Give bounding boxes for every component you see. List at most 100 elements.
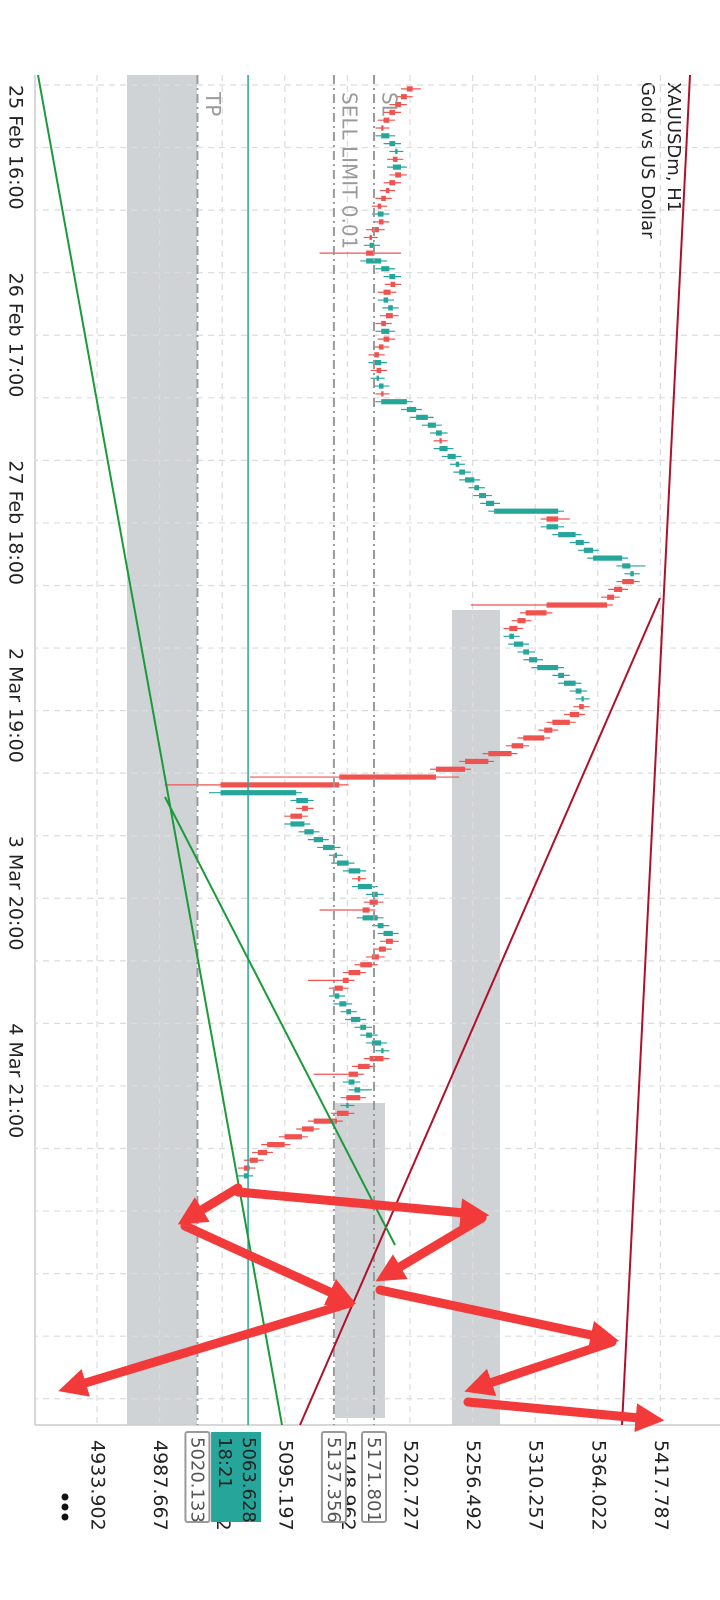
x-tick-label: 3 Mar 20:00 [5,836,27,951]
candle-body [546,516,559,522]
candle-body [371,954,379,960]
candle-body [381,1048,384,1054]
candle-body [395,148,398,155]
candle-body [381,391,384,397]
candle-body [369,899,378,905]
candle-body [346,1095,361,1101]
candle-body [376,367,382,374]
candle-body [381,328,390,334]
arrow [464,1337,617,1397]
candle-body [383,336,390,342]
candle-body [593,555,623,561]
y-tick-label: 5256.492 [462,1440,484,1531]
candle-body [381,133,390,139]
candle-body [439,446,448,452]
y-tick-label: 5364.022 [587,1440,609,1531]
candle-body [385,187,390,194]
candle-body [569,711,580,718]
candle-body [447,453,456,460]
dot[interactable] [61,1503,69,1511]
chart-subtitle: Gold vs US Dollar [637,82,658,239]
y-tick-label: 5310.257 [525,1440,547,1531]
candle-body [357,876,361,882]
marks [164,86,646,1179]
zone [335,1103,385,1418]
candle-body [362,907,370,913]
arrow [375,1213,487,1282]
candle-body [381,195,386,201]
current-price-tag [211,1432,262,1522]
candle-body [334,985,343,991]
arrow [233,1187,490,1228]
candle-body [313,837,324,843]
arrows [58,1183,665,1432]
candle-body [383,930,393,937]
current-price-text: 5063.628 [238,1437,259,1523]
candle-body [334,852,337,858]
candle-body [302,805,308,811]
zone [452,610,500,1425]
candle-body [558,672,565,679]
trend-lines [37,74,691,1426]
candle-body [395,172,402,178]
candle-body [378,344,384,350]
candle-body [220,782,340,788]
candle-body [284,1134,303,1140]
candle-body [427,422,436,428]
candle-body [369,1055,384,1062]
candle-body [529,657,538,663]
candle-body [546,524,559,530]
candle-body [494,508,559,514]
candle-body [334,993,340,999]
candle-body [465,758,489,765]
candle-body [378,946,386,952]
candle-body [348,1071,358,1077]
candle-body [381,320,386,327]
candle-body [513,641,524,647]
dot[interactable] [61,1513,69,1521]
candle-body [378,219,384,225]
candle-body [377,923,384,929]
candle-body [220,790,297,796]
candle-body [388,305,393,311]
candle-body [385,313,393,319]
candle-body [622,578,634,585]
candle-body [381,266,390,272]
candle-body [465,477,475,483]
candle-body [336,1110,349,1116]
candle-body [395,101,402,108]
candle-body [339,1001,347,1007]
candle-body [369,234,372,241]
candle-body [336,860,349,866]
candle-body [357,883,372,890]
candle-body [362,915,378,921]
arrow [375,1285,620,1350]
candle-body [378,383,384,389]
candle-body [607,594,615,600]
candle-body [523,649,530,655]
trend-line [37,74,283,1426]
candle-body [537,664,559,671]
current-time-text: 18:21 [214,1437,235,1489]
candle-body [579,704,584,710]
candle-body [511,743,524,749]
price-tag-text: 5020.133 [186,1437,207,1523]
arrow [177,1183,243,1225]
candle-body [377,203,382,209]
x-tick-label: 25 Feb 16:00 [5,85,27,210]
candle-body [296,797,308,804]
candle-body [360,962,372,968]
candle-body [406,86,413,92]
candle-body [366,1032,372,1038]
price-tag [361,1431,388,1523]
candle-body [392,156,398,162]
candle-body [385,938,393,944]
price-tag [320,1431,347,1523]
candle-body [630,571,634,577]
candle-body [371,227,379,233]
dot[interactable] [61,1493,69,1501]
trend-line [164,796,396,1246]
menu-dots[interactable] [61,1493,69,1521]
